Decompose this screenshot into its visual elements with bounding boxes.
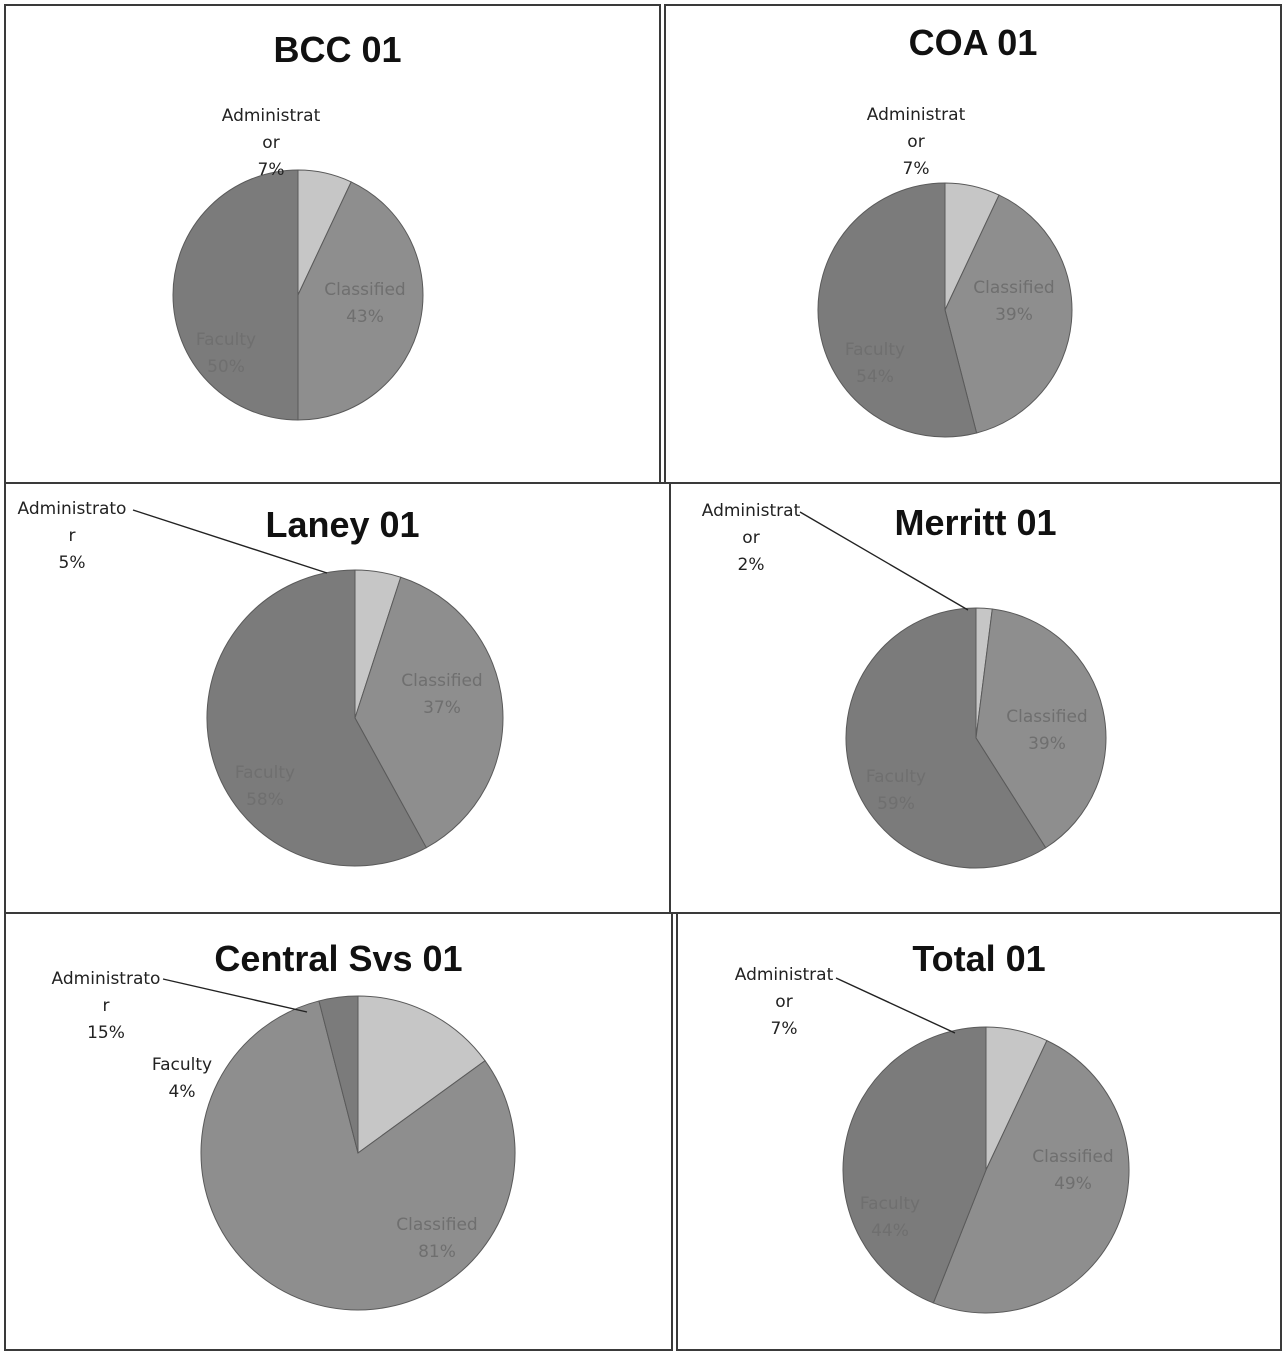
pie-slice-classified <box>200 1000 516 1311</box>
pie-slice-faculty <box>842 1026 987 1304</box>
chart-title: COA 01 <box>909 22 1038 63</box>
slice-label-faculty: Faculty 44% <box>860 1194 920 1241</box>
slice-label-line: Administrat <box>222 106 321 126</box>
slice-label-administrator: Administrato r 5% <box>18 499 127 573</box>
pie-chart-panel: BCC 01 Administrat or 7% Classified 43% Facult… <box>4 4 661 484</box>
pie-slice-classified <box>354 576 504 849</box>
pie-slice-administrator <box>357 995 486 1154</box>
slice-label-line: 7% <box>771 1019 798 1039</box>
slice-label-line: 5% <box>59 553 86 573</box>
slice-label-faculty: Faculty 58% <box>235 763 295 810</box>
slice-label-line: 58% <box>246 790 284 810</box>
slice-label-line: r <box>103 996 110 1016</box>
pie-slice-classified <box>932 1039 1130 1314</box>
slice-label-line: Administrato <box>18 499 127 519</box>
slice-label-line: 15% <box>87 1023 125 1043</box>
pie-slice-faculty <box>318 995 359 1154</box>
slice-label-line: Administrat <box>702 501 801 521</box>
slice-label-faculty: Faculty 50% <box>196 330 256 377</box>
slice-label-line: 59% <box>877 794 915 814</box>
slice-label-faculty: Faculty 59% <box>866 767 926 814</box>
slice-label-line: Classified <box>973 278 1054 298</box>
slice-label-line: Faculty <box>235 763 295 783</box>
slice-label-line: Classified <box>324 280 405 300</box>
slice-label-line: 81% <box>418 1242 456 1262</box>
slice-label-line: Classified <box>396 1215 477 1235</box>
slice-label-administrator: Administrat or 7% <box>867 105 966 179</box>
slice-label-line: Administrat <box>735 965 834 985</box>
leader-line <box>132 509 328 574</box>
slice-label-faculty: Faculty 54% <box>845 340 905 387</box>
slice-label-line: Administrato <box>52 969 161 989</box>
slice-label-faculty: Faculty 4% <box>152 1055 212 1102</box>
slice-label-line: 7% <box>258 160 285 180</box>
pie-slice-classified <box>944 194 1073 434</box>
slice-label-line: 4% <box>169 1082 196 1102</box>
leader-line <box>835 977 956 1034</box>
slice-label-line: or <box>742 528 759 548</box>
chart-title: Merritt 01 <box>894 502 1056 543</box>
pie-slice-classified <box>297 181 424 421</box>
chart-title: Central Svs 01 <box>214 938 462 979</box>
leader-line <box>162 978 308 1013</box>
pie-chart-panel: Total 01 Administrat or 7% Classified 49% Facu… <box>676 912 1282 1351</box>
slice-label-classified: Classified 39% <box>1006 707 1087 754</box>
slice-label-classified: Classified 43% <box>324 280 405 327</box>
leader-line <box>799 511 969 611</box>
slice-label-line: r <box>69 526 76 546</box>
slice-label-administrator: Administrat or 7% <box>222 106 321 180</box>
slice-label-line: Faculty <box>196 330 256 350</box>
slice-label-line: Classified <box>1006 707 1087 727</box>
slice-label-classified: Classified 49% <box>1032 1147 1113 1194</box>
chart-title: Laney 01 <box>265 504 419 545</box>
pie-slice-faculty <box>817 182 978 438</box>
slice-label-line: 39% <box>1028 734 1066 754</box>
pie-chart-panel: Laney 01 Administrato r 5% Classified 37% Facu… <box>4 482 671 914</box>
pie-slice-faculty <box>172 169 299 421</box>
pie-slice-faculty <box>206 569 427 867</box>
slice-label-administrator: Administrato r 15% <box>52 969 161 1043</box>
chart-title: BCC 01 <box>273 29 401 70</box>
slice-label-line: 39% <box>995 305 1033 325</box>
slice-label-line: 49% <box>1054 1174 1092 1194</box>
chart-title: Total 01 <box>912 938 1045 979</box>
slice-label-line: or <box>907 132 924 152</box>
slice-label-line: Classified <box>1032 1147 1113 1167</box>
pie-chart-panel: COA 01 Administrat or 7% Classified 39% Facult… <box>664 4 1282 484</box>
slice-label-line: or <box>775 992 792 1012</box>
pie-slice-faculty <box>845 607 1047 869</box>
pie-chart-panel: Merritt 01 Administrat or 2% Classified 39% Fa… <box>669 482 1282 914</box>
slice-label-line: or <box>262 133 279 153</box>
slice-label-line: Faculty <box>860 1194 920 1214</box>
pie-slice-classified <box>975 608 1107 849</box>
slice-label-line: Administrat <box>867 105 966 125</box>
slice-label-line: 7% <box>903 159 930 179</box>
slice-label-line: 43% <box>346 307 384 327</box>
slice-label-classified: Classified 37% <box>401 671 482 718</box>
slice-label-line: 54% <box>856 367 894 387</box>
pie-chart-panel: Central Svs 01 Administrato r 15% Classified… <box>4 912 673 1351</box>
slice-label-line: 2% <box>738 555 765 575</box>
slice-label-line: Faculty <box>152 1055 212 1075</box>
slice-label-line: Faculty <box>845 340 905 360</box>
slice-label-line: 44% <box>871 1221 909 1241</box>
slice-label-classified: Classified 81% <box>396 1215 477 1262</box>
slice-label-classified: Classified 39% <box>973 278 1054 325</box>
slice-label-administrator: Administrat or 7% <box>735 965 834 1039</box>
slice-label-line: 37% <box>423 698 461 718</box>
slice-label-line: Classified <box>401 671 482 691</box>
slice-label-line: Faculty <box>866 767 926 787</box>
slice-label-line: 50% <box>207 357 245 377</box>
slice-label-administrator: Administrat or 2% <box>702 501 801 575</box>
